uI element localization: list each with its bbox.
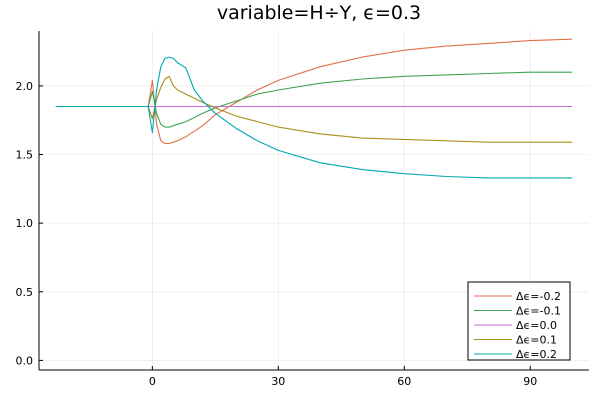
legend-label: Δϵ=-0.2 [516, 290, 561, 303]
legend-label: Δϵ=0.0 [516, 319, 557, 332]
y-tick-label: 0.5 [16, 286, 34, 299]
y-tick-label: 1.0 [16, 217, 34, 230]
legend-box [467, 281, 571, 361]
ticks: 0 30 60 90 0.0 0.5 1.0 1.5 2.0 [16, 80, 538, 388]
series-line-1 [55, 71, 573, 128]
chart-title: variable=H÷Y, ϵ=0.3 [217, 2, 421, 24]
x-tick-label: 30 [271, 375, 285, 388]
y-tick-label: 1.5 [16, 149, 34, 162]
legend-items: Δϵ=-0.2 Δϵ=-0.1Δϵ=0.0 Δϵ=0.1Δϵ=0.2 [474, 290, 561, 361]
axes [38, 31, 589, 371]
x-tick-label: 0 [149, 375, 156, 388]
grid [39, 31, 589, 370]
series-line-3 [55, 75, 573, 143]
legend: Δϵ=-0.2 Δϵ=-0.1Δϵ=0.0 Δϵ=0.1Δϵ=0.2 [467, 281, 571, 361]
legend-label: Δϵ=0.2 [516, 348, 557, 361]
y-tick-label: 2.0 [16, 80, 34, 93]
series-line-0 [55, 38, 573, 145]
legend-label: Δϵ=0.1 [516, 334, 557, 347]
legend-label: Δϵ=-0.1 [516, 305, 561, 318]
series-lines [55, 38, 573, 179]
series-line-4 [55, 56, 573, 179]
x-tick-label: 60 [397, 375, 411, 388]
x-tick-label: 90 [523, 375, 537, 388]
y-tick-label: 0.0 [16, 354, 34, 367]
